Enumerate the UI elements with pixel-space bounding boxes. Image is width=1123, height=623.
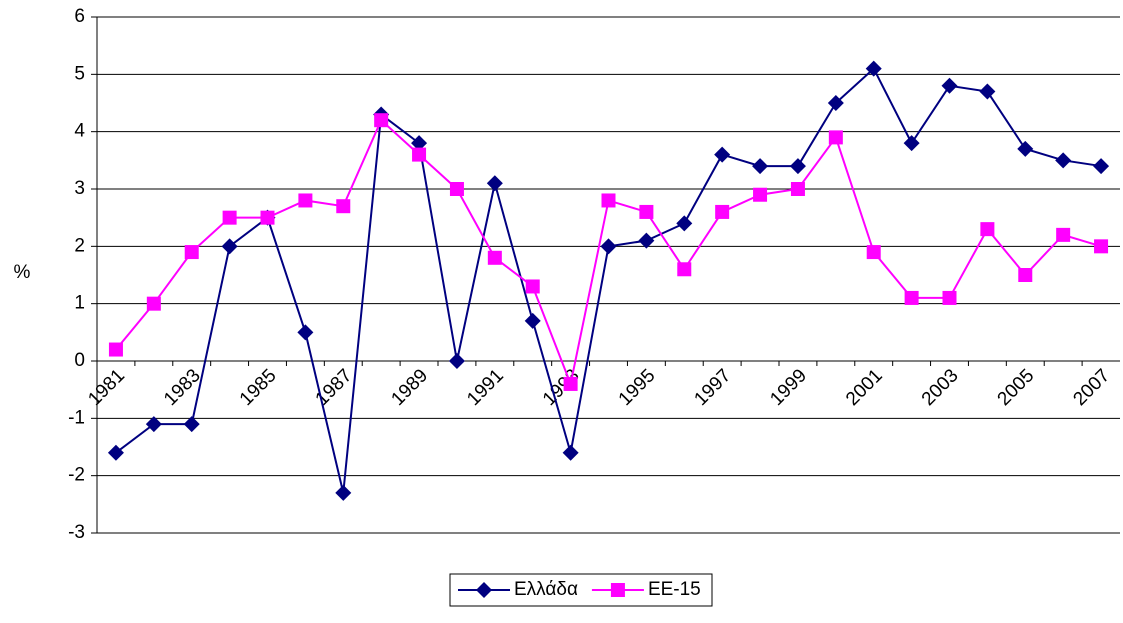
x-tick-label: 1981: [84, 365, 129, 410]
y-tick-label: 2: [74, 235, 85, 256]
x-tick-label: 1995: [615, 365, 660, 410]
data-point: [1094, 239, 1109, 254]
series-line: [115, 66, 1102, 494]
data-point: [866, 245, 881, 260]
y-tick-label: 3: [74, 178, 85, 199]
data-point: [107, 444, 124, 461]
data-point: [638, 232, 655, 249]
data-point: [600, 238, 617, 255]
x-tick-label: 1985: [236, 365, 281, 410]
data-point: [221, 238, 238, 255]
data-point: [942, 290, 957, 305]
data-point: [827, 95, 844, 111]
y-tick-label: 0: [74, 350, 85, 371]
data-point: [374, 113, 389, 128]
y-tick-label: 4: [74, 121, 85, 142]
data-point: [486, 175, 503, 192]
legend-label: Ελλάδα: [514, 579, 578, 600]
data-point: [146, 296, 161, 311]
data-point: [297, 324, 314, 341]
x-tick-label: 2003: [918, 365, 963, 410]
data-point: [183, 416, 200, 433]
data-point: [601, 193, 616, 208]
x-tick-label: 1997: [691, 365, 736, 410]
legend-marker: [476, 582, 492, 598]
data-point: [336, 199, 351, 214]
y-tick-label: 6: [74, 6, 85, 27]
data-point: [753, 187, 768, 202]
y-tick-label: 1: [74, 293, 85, 314]
y-tick-label: -2: [68, 465, 85, 486]
data-point: [714, 146, 731, 163]
data-point: [752, 158, 769, 175]
x-tick-label: 1983: [160, 365, 205, 410]
legend-marker: [610, 583, 625, 597]
data-point: [335, 484, 352, 501]
x-tick-label: 2001: [842, 365, 887, 410]
data-point: [903, 135, 920, 152]
data-point: [525, 279, 540, 294]
data-point: [449, 182, 464, 196]
data-point: [145, 416, 162, 433]
data-point: [904, 290, 919, 305]
data-point: [676, 215, 693, 232]
data-point: [715, 204, 730, 219]
data-point: [524, 312, 541, 329]
data-point: [865, 60, 882, 77]
data-point: [1056, 227, 1071, 242]
y-tick-label: -1: [68, 407, 85, 428]
data-point: [108, 342, 123, 357]
x-tick-label: 1999: [766, 365, 811, 410]
x-tick-label: 1991: [463, 365, 508, 410]
legend-label: ΕΕ-15: [648, 579, 701, 600]
data-point: [1093, 158, 1110, 175]
data-point: [789, 158, 806, 175]
data-point: [1055, 152, 1072, 169]
data-point: [639, 204, 654, 219]
data-point: [790, 182, 805, 196]
data-point: [412, 147, 427, 162]
y-axis-label: %: [14, 262, 31, 283]
data-point: [222, 210, 237, 225]
y-tick-label: -3: [68, 522, 85, 543]
data-point: [487, 250, 502, 265]
data-point: [448, 353, 465, 369]
data-point: [260, 210, 275, 225]
x-tick-label: 2005: [994, 365, 1039, 410]
data-point: [562, 444, 579, 461]
data-point: [411, 135, 428, 152]
data-point: [677, 262, 692, 277]
x-tick-label: 1989: [387, 365, 432, 410]
data-point: [184, 245, 199, 260]
data-point: [980, 222, 995, 237]
data-point: [941, 77, 958, 94]
data-point: [979, 83, 996, 100]
data-point: [828, 130, 843, 145]
data-point: [563, 376, 578, 391]
data-point: [298, 193, 313, 208]
data-point: [1017, 140, 1034, 157]
y-tick-label: 5: [74, 63, 85, 84]
x-tick-label: 2007: [1069, 365, 1114, 410]
data-point: [1018, 268, 1033, 282]
